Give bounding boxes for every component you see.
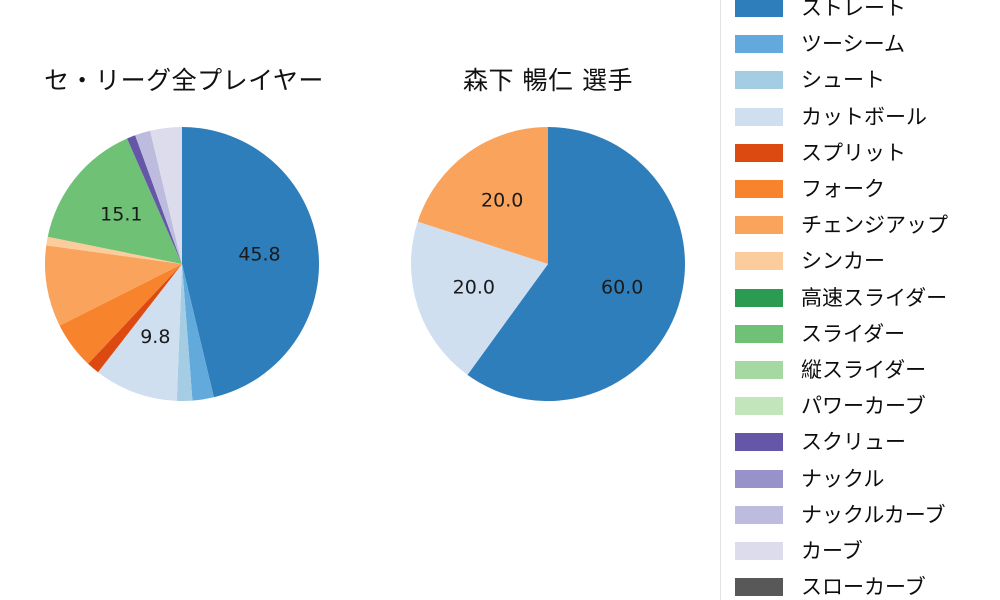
legend-swatch-icon: [735, 324, 783, 343]
legend-item[interactable]: カーブ: [735, 533, 863, 569]
legend-item[interactable]: 縦スライダー: [735, 352, 926, 388]
pie-slice[interactable]: [467, 127, 685, 401]
legend-item-label: 縦スライダー: [801, 358, 927, 382]
legend-swatch-icon: [735, 107, 783, 126]
legend-item[interactable]: スローカーブ: [735, 569, 926, 600]
legend-swatch-icon: [735, 180, 783, 198]
pie-slice[interactable]: [182, 264, 214, 401]
legend-item-label: ツーシーム: [801, 32, 905, 57]
legend-item[interactable]: ナックルカーブ: [735, 497, 945, 533]
pie-svg-right: 60.0 20.0 20.0: [411, 127, 685, 401]
legend-item[interactable]: チェンジアップ: [735, 207, 948, 243]
pie-slice[interactable]: [46, 236, 182, 264]
legend-item[interactable]: スライダー: [735, 316, 905, 352]
chart-panel-league-average: セ・リーグ全プレイヤー 45.8 9.8 15.1: [0, 0, 360, 600]
pie-slice-value-label: 20.0: [481, 189, 523, 211]
legend-swatch-icon: [735, 71, 783, 90]
legend-item[interactable]: パワーカーブ: [735, 388, 926, 424]
legend-item[interactable]: スクリュー: [735, 424, 906, 460]
pie-slice[interactable]: [88, 264, 182, 373]
legend-item-label: シンカー: [801, 249, 885, 274]
pie-svg-left: 45.8 9.8 15.1: [44, 127, 320, 401]
legend-item-label: カットボール: [801, 104, 927, 129]
pie-slice[interactable]: [150, 127, 182, 264]
pie-slice-value-label: 45.8: [238, 243, 280, 265]
pie-slice[interactable]: [47, 138, 183, 264]
legend-item-label: ストレート: [801, 0, 906, 20]
pie-slice[interactable]: [127, 135, 182, 264]
pie-slice[interactable]: [417, 127, 548, 264]
pie-slice[interactable]: [182, 127, 320, 398]
legend-item-label: 高速スライダー: [801, 285, 948, 310]
legend-panel: ストレートツーシームシュートカットボール スプリットフォークチェンジアップ シンカー…: [720, 0, 1000, 600]
pie-slice[interactable]: [176, 264, 193, 401]
legend-swatch-icon: [735, 0, 783, 17]
legend-swatch-icon: [735, 252, 783, 271]
legend-item-label: ナックル: [801, 466, 885, 491]
legend-swatch-icon: [735, 361, 783, 379]
legend-swatch-icon: [735, 578, 783, 597]
legend-item[interactable]: 高速スライダー: [735, 280, 947, 316]
pie-slice-value-label: 60.0: [601, 277, 643, 299]
legend-swatch-icon: [735, 505, 783, 524]
pie-slice-value-label: 15.1: [100, 204, 142, 226]
legend-item[interactable]: ツーシーム: [735, 26, 905, 62]
legend-swatch-icon: [735, 35, 783, 54]
chart-panel-player: 森下 暢仁 選手 60.0 20.0 20.0: [360, 0, 720, 600]
legend-swatch-icon: [735, 433, 783, 452]
legend-item[interactable]: フォーク: [735, 171, 885, 207]
legend-swatch-icon: [735, 216, 783, 235]
legend-item-label: パワーカーブ: [801, 394, 926, 419]
legend-item-label: シュート: [801, 68, 885, 93]
legend-item-label: スローカーブ: [801, 575, 926, 600]
pie-slice[interactable]: [59, 264, 182, 364]
pie-chart-league-average: 45.8 9.8 15.1: [44, 126, 320, 402]
legend-swatch-icon: [735, 288, 783, 307]
pie-slice-value-label: 20.0: [453, 277, 495, 299]
legend-swatch-icon: [735, 397, 783, 416]
legend-item[interactable]: シュート: [735, 62, 885, 98]
pie-slice[interactable]: [411, 221, 548, 375]
legend-item[interactable]: カットボール: [735, 99, 927, 135]
legend-swatch-icon: [735, 542, 783, 560]
legend-item-label: カーブ: [801, 539, 863, 563]
legend-swatch-icon: [735, 469, 783, 488]
legend-item-label: スクリュー: [801, 430, 906, 455]
page-title-left: セ・リーグ全プレイヤー: [44, 66, 324, 95]
legend-item[interactable]: スプリット: [735, 135, 906, 171]
legend-item-label: スライダー: [801, 321, 906, 346]
legend-item[interactable]: ナックル: [735, 461, 884, 497]
pie-slice-value-label: 9.8: [140, 326, 170, 348]
legend-item[interactable]: ストレート: [735, 0, 906, 26]
pie-slice[interactable]: [44, 245, 182, 326]
pie-slice[interactable]: [98, 264, 182, 401]
pie-slice[interactable]: [135, 130, 182, 264]
legend-item-label: ナックルカーブ: [801, 502, 946, 527]
legend-item-label: フォーク: [801, 177, 885, 201]
legend-item-label: スプリット: [801, 140, 906, 165]
page-title-right: 森下 暢仁 選手: [463, 66, 633, 95]
pie-chart-player: 60.0 20.0 20.0: [410, 126, 686, 402]
legend-item[interactable]: シンカー: [735, 243, 885, 279]
legend-item-label: チェンジアップ: [801, 213, 948, 238]
legend-swatch-icon: [735, 143, 783, 162]
